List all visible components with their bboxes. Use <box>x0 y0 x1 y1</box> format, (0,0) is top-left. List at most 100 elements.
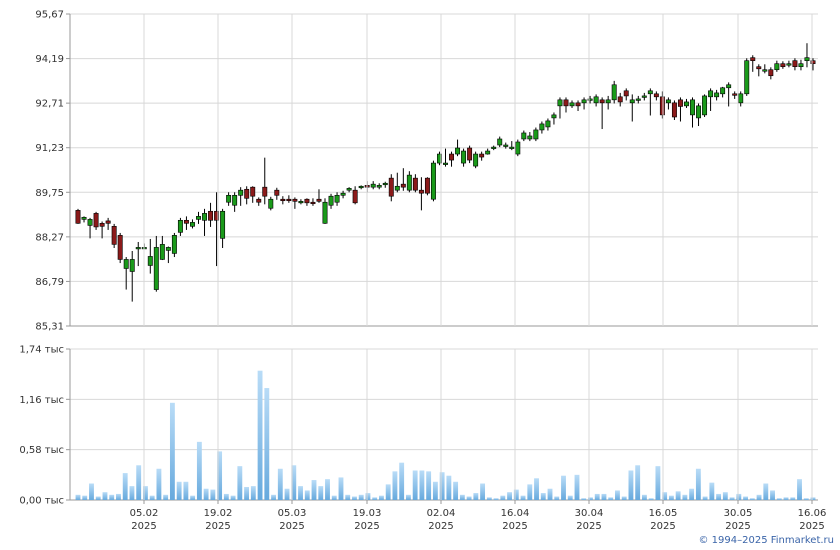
candle-down <box>244 188 250 199</box>
price-tick-label: 94,19 <box>35 54 64 65</box>
candle-down <box>117 235 123 260</box>
candle-down <box>304 198 310 204</box>
candle-down <box>292 198 298 202</box>
candle-down <box>412 177 418 191</box>
candle-up <box>268 198 274 209</box>
volume-bar <box>426 471 432 500</box>
candle-down <box>424 177 430 194</box>
volume-bar <box>95 496 101 500</box>
volume-bar <box>412 470 418 500</box>
price-tick-label: 92,71 <box>35 99 64 110</box>
candle-down <box>780 63 786 68</box>
candle-up <box>455 147 461 155</box>
price-tick-label: 86,79 <box>35 277 64 288</box>
volume-bar <box>223 493 229 500</box>
candle-up <box>539 123 545 131</box>
price-tick-label: 91,23 <box>35 143 64 154</box>
volume-bar <box>244 486 250 500</box>
volume-bar <box>547 488 553 500</box>
candle-up <box>437 153 442 164</box>
candle-up <box>738 93 744 104</box>
year-tick-label: 2025 <box>502 521 527 532</box>
candle-up <box>334 194 340 203</box>
volume-bar <box>797 479 802 500</box>
candle-up <box>394 185 400 191</box>
candle-up <box>358 185 364 189</box>
volume-bar <box>695 468 701 500</box>
year-tick-label: 2025 <box>576 521 601 532</box>
volume-bar <box>803 498 809 500</box>
candle-down <box>575 102 581 107</box>
volume-panel: 1,74 тыс 1,16 тыс 0,58 тыс 0,00 тыс <box>19 345 818 507</box>
candle-down <box>208 210 214 221</box>
volume-bar <box>392 471 398 500</box>
year-tick-label: 2025 <box>799 521 824 532</box>
volume-bar <box>338 477 344 500</box>
volume-bar <box>439 472 445 500</box>
candle-down <box>183 219 189 224</box>
volume-bar <box>271 494 276 500</box>
candle-down <box>316 198 322 202</box>
candle-up <box>515 141 521 155</box>
volume-bar <box>311 480 317 500</box>
candle-up <box>376 185 382 188</box>
candle-up <box>545 120 551 128</box>
volume-bar <box>540 493 546 500</box>
volume-bar <box>163 494 169 500</box>
volume-bar <box>156 468 162 500</box>
volume-bar <box>399 462 405 500</box>
candle-down <box>310 201 316 205</box>
candle-down <box>467 147 473 161</box>
candle-up <box>774 63 780 71</box>
volume-bar <box>75 494 81 500</box>
volume-bar <box>662 492 668 500</box>
volume-bar <box>358 494 364 500</box>
volume-bar <box>776 498 782 500</box>
volume-bar <box>716 493 722 500</box>
candle-up <box>202 213 207 221</box>
volume-bar <box>466 496 472 500</box>
candle-down <box>677 99 683 107</box>
volume-bar <box>298 486 303 500</box>
candle-up <box>581 99 587 104</box>
volume-bar <box>561 475 566 500</box>
candle-up <box>491 146 497 149</box>
volume-bar <box>790 497 796 500</box>
volume-bar <box>149 495 155 500</box>
candle-down <box>111 226 117 245</box>
date-tick-label: 02.04 <box>427 508 456 519</box>
volume-bar <box>230 495 236 500</box>
volume-bar <box>783 497 789 500</box>
price-tick-label: 85,31 <box>35 322 64 333</box>
volume-bar <box>628 470 634 500</box>
volume-tick-label: 1,74 тыс <box>19 345 64 356</box>
volume-bar <box>770 490 775 500</box>
volume-bar <box>594 493 600 500</box>
volume-bar <box>385 484 391 500</box>
volume-bar <box>352 496 357 500</box>
candle-up <box>503 144 509 147</box>
volume-bar <box>277 468 283 500</box>
volume-bar <box>641 494 647 500</box>
volume-tick-label: 0,00 тыс <box>19 496 64 507</box>
volume-bar <box>675 491 681 500</box>
volume-bar <box>668 495 674 500</box>
volume-bar <box>304 490 310 500</box>
candle-down <box>286 198 292 202</box>
candle-up <box>443 162 448 165</box>
candle-up <box>684 101 689 107</box>
volume-bar <box>122 473 128 500</box>
date-tick-label: 30.04 <box>575 508 604 519</box>
candle-down <box>671 102 677 118</box>
candle-up <box>159 244 165 260</box>
date-tick-label: 19.03 <box>353 508 382 519</box>
candle-up <box>509 146 515 149</box>
candle-up <box>153 247 159 290</box>
candle-up <box>238 189 244 196</box>
candle-up <box>569 102 575 107</box>
year-tick-label: 2025 <box>428 521 453 532</box>
volume-bar <box>682 494 688 500</box>
volume-bar <box>379 495 384 500</box>
candle-down <box>756 66 762 70</box>
volume-bar <box>689 488 695 500</box>
